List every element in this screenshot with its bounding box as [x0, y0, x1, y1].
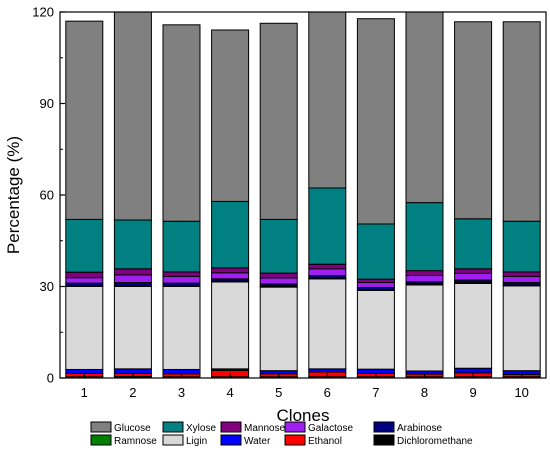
legend-label-ethanol: Ethanol — [308, 436, 342, 447]
bar-segment-galactose-clone-9 — [454, 272, 493, 281]
y-tick-label: 0 — [47, 371, 54, 386]
x-axis-title: Clones — [277, 406, 330, 425]
bar-segment-galactose-clone-8 — [405, 275, 444, 283]
bar-segment-mannose-clone-1 — [65, 271, 104, 279]
bar-segment-galactose-clone-1 — [65, 277, 104, 284]
bar-segment-mannose-clone-7 — [356, 278, 395, 284]
bar-segment-ligin-clone-5 — [259, 286, 298, 372]
bar-segment-ligin-clone-2 — [113, 286, 152, 370]
legend-swatch-glucose — [90, 421, 112, 433]
bar-segment-water-clone-2 — [113, 368, 152, 374]
bar-segment-galactose-clone-10 — [502, 275, 541, 284]
bar-segment-xylose-clone-2 — [113, 219, 152, 270]
axes-layer: 0 30 60 90 120 1 2 3 4 5 6 7 8 9 10 — [32, 5, 547, 400]
bar-segment-mannose-clone-4 — [211, 267, 250, 274]
y-tick-label: 90 — [40, 96, 54, 111]
y-axis-title: Percentage (%) — [4, 136, 23, 254]
bar-segment-galactose-clone-4 — [211, 272, 250, 280]
legend-swatch-dichloromethane — [373, 434, 395, 446]
bar-segment-xylose-clone-5 — [259, 218, 298, 274]
bar-segment-glucose-clone-7 — [356, 18, 395, 225]
bar-segment-ligin-clone-1 — [65, 286, 104, 370]
bar-segment-glucose-clone-10 — [502, 21, 541, 222]
bar-segment-xylose-clone-7 — [356, 223, 395, 280]
bar-segment-glucose-clone-6 — [308, 12, 347, 189]
x-tick-label-4: 4 — [226, 385, 233, 400]
bar-segment-ligin-clone-9 — [454, 282, 493, 369]
bar-segment-ligin-clone-6 — [308, 278, 347, 370]
bar-segment-ligin-clone-3 — [162, 286, 201, 370]
x-tick-label-1: 1 — [81, 385, 88, 400]
bar-segment-glucose-clone-8 — [405, 12, 444, 204]
bar-segment-glucose-clone-3 — [162, 24, 201, 222]
bar-segment-xylose-clone-1 — [65, 218, 104, 273]
bar-segment-mannose-clone-6 — [308, 263, 347, 270]
bar-segment-mannose-clone-8 — [405, 270, 444, 277]
bar-segment-xylose-clone-3 — [162, 220, 201, 273]
legend-label-ramnose: Ramnose — [114, 436, 157, 447]
bar-segment-ligin-clone-8 — [405, 284, 444, 372]
x-tick-label-5: 5 — [275, 385, 282, 400]
bar-segment-water-clone-7 — [356, 368, 395, 374]
legend-label-glucose: Glucose — [114, 423, 151, 434]
bar-segment-water-clone-9 — [454, 367, 493, 374]
legend-swatch-ethanol — [284, 434, 306, 446]
legend-swatch-mannose — [220, 421, 242, 433]
legend-swatch-arabinose — [373, 421, 395, 433]
bar-segment-galactose-clone-7 — [356, 282, 395, 288]
bar-segment-galactose-clone-6 — [308, 268, 347, 277]
bar-segment-mannose-clone-5 — [259, 272, 298, 279]
x-tick-label-3: 3 — [178, 385, 185, 400]
legend-swatch-xylose — [162, 421, 184, 433]
bars-layer — [65, 12, 541, 378]
x-tick-label-2: 2 — [129, 385, 136, 400]
bar-segment-xylose-clone-6 — [308, 187, 347, 265]
y-tick-label: 30 — [40, 279, 54, 294]
bar-segment-mannose-clone-10 — [502, 271, 541, 277]
legend-label-dichloromethane: Dichloromethane — [397, 436, 473, 447]
legend-label-galactose: Galactose — [308, 423, 353, 434]
bar-segment-glucose-clone-1 — [65, 20, 104, 220]
bar-segment-water-clone-1 — [65, 368, 104, 374]
bar-segment-glucose-clone-5 — [259, 22, 298, 220]
y-tick-label: 120 — [32, 5, 54, 20]
bar-segment-xylose-clone-9 — [454, 218, 493, 270]
bar-segment-glucose-clone-4 — [211, 29, 250, 202]
x-tick-label-10: 10 — [514, 385, 528, 400]
legend-swatch-ligin — [162, 434, 184, 446]
bar-segment-glucose-clone-9 — [454, 21, 493, 220]
bar-segment-xylose-clone-4 — [211, 200, 250, 269]
bar-segment-xylose-clone-8 — [405, 202, 444, 272]
legend-label-mannose: Mannose — [244, 423, 286, 434]
bar-segment-xylose-clone-10 — [502, 220, 541, 273]
legend-label-ligin: Ligin — [186, 436, 207, 447]
bar-segment-ligin-clone-4 — [211, 281, 250, 370]
bar-segment-galactose-clone-3 — [162, 275, 201, 284]
bar-segment-mannose-clone-9 — [454, 268, 493, 274]
bar-segment-mannose-clone-2 — [113, 268, 152, 276]
legend-swatch-ramnose — [90, 434, 112, 446]
bar-segment-mannose-clone-3 — [162, 271, 201, 277]
legend-label-arabinose: Arabinose — [397, 423, 442, 434]
legend-swatch-galactose — [284, 421, 306, 433]
x-tick-label-8: 8 — [421, 385, 428, 400]
bar-segment-ligin-clone-7 — [356, 289, 395, 370]
legend-swatch-water — [220, 434, 242, 446]
bar-segment-glucose-clone-2 — [113, 12, 152, 221]
bar-segment-ligin-clone-10 — [502, 285, 541, 372]
x-tick-label-7: 7 — [372, 385, 379, 400]
x-tick-label-9: 9 — [469, 385, 476, 400]
legend-label-xylose: Xylose — [186, 423, 216, 434]
legend: Glucose Xylose Mannose Galactose Arabinose Ra… — [90, 421, 473, 447]
y-tick-label: 60 — [40, 188, 54, 203]
bar-segment-galactose-clone-2 — [113, 274, 152, 284]
x-tick-label-6: 6 — [324, 385, 331, 400]
legend-label-water: Water — [244, 436, 271, 447]
bar-segment-galactose-clone-5 — [259, 277, 298, 285]
